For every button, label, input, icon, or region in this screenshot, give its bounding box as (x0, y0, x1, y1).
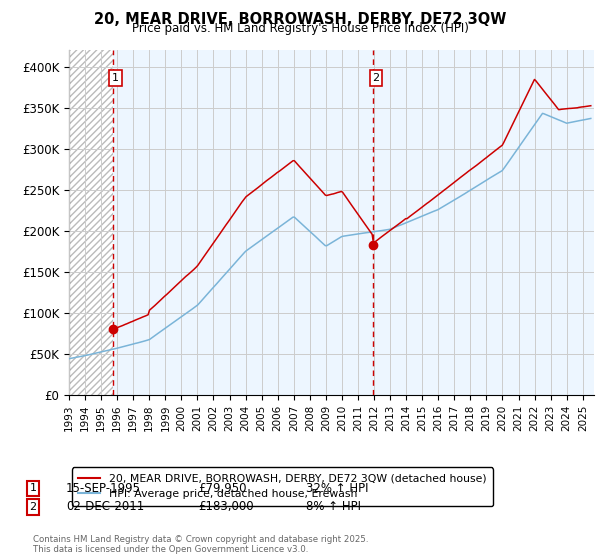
Text: 2: 2 (373, 73, 380, 83)
Text: 1: 1 (29, 483, 37, 493)
Text: 02-DEC-2011: 02-DEC-2011 (66, 500, 144, 514)
Legend: 20, MEAR DRIVE, BORROWASH, DERBY, DE72 3QW (detached house), HPI: Average price,: 20, MEAR DRIVE, BORROWASH, DERBY, DE72 3… (72, 468, 493, 506)
Text: 32% ↑ HPI: 32% ↑ HPI (306, 482, 368, 495)
Text: 15-SEP-1995: 15-SEP-1995 (66, 482, 141, 495)
Text: 20, MEAR DRIVE, BORROWASH, DERBY, DE72 3QW: 20, MEAR DRIVE, BORROWASH, DERBY, DE72 3… (94, 12, 506, 27)
Text: 8% ↑ HPI: 8% ↑ HPI (306, 500, 361, 514)
Text: Price paid vs. HM Land Registry's House Price Index (HPI): Price paid vs. HM Land Registry's House … (131, 22, 469, 35)
Text: £79,950: £79,950 (198, 482, 247, 495)
Text: £183,000: £183,000 (198, 500, 254, 514)
Text: 2: 2 (29, 502, 37, 512)
Text: Contains HM Land Registry data © Crown copyright and database right 2025.
This d: Contains HM Land Registry data © Crown c… (33, 535, 368, 554)
Text: 1: 1 (112, 73, 119, 83)
